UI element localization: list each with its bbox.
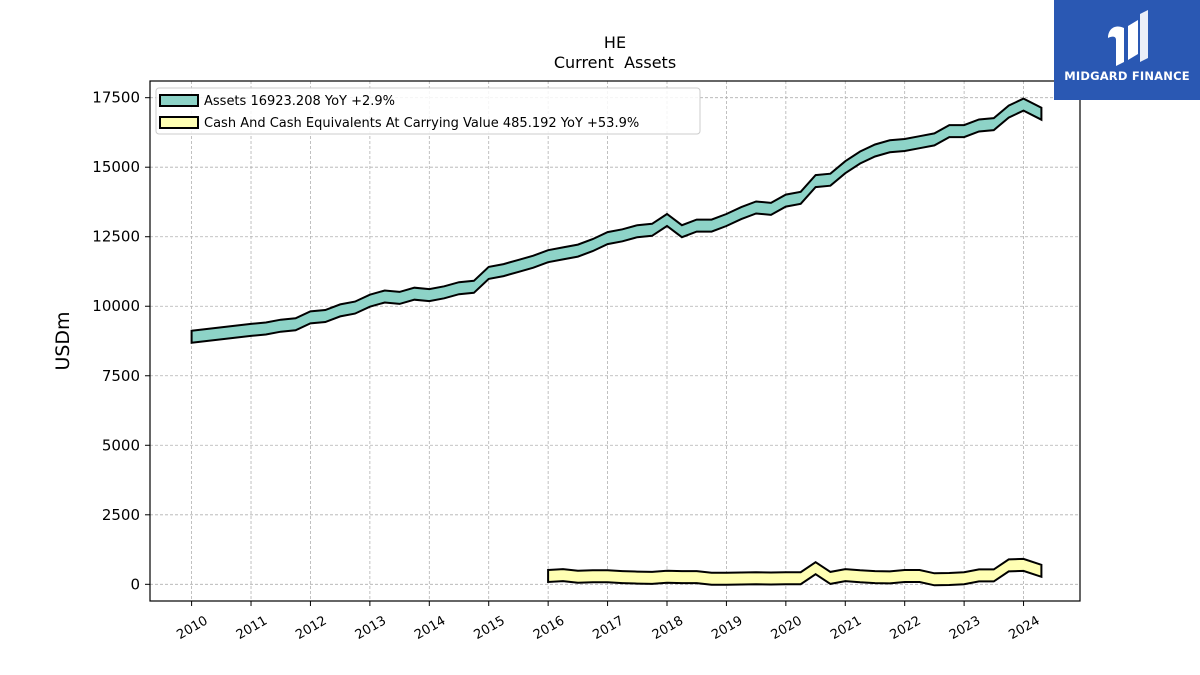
- x-tick-label: 2016: [531, 613, 567, 643]
- x-tick-label: 2017: [590, 613, 626, 643]
- y-tick-label: 0: [130, 575, 140, 593]
- y-tick-label: 7500: [102, 367, 140, 385]
- brand-logo: MIDGARD FINANCE: [1054, 0, 1200, 100]
- legend: Assets 16923.208 YoY +2.9% Cash And Cash …: [155, 87, 701, 135]
- x-tick-label: 2019: [709, 613, 745, 643]
- x-tick-label: 2023: [947, 613, 983, 643]
- series-cash: [547, 557, 1043, 587]
- legend-label: Cash And Cash Equivalents At Carrying Va…: [204, 116, 639, 131]
- x-tick-label: 2011: [234, 613, 270, 643]
- y-tick-label: 5000: [102, 436, 140, 454]
- series-band: [547, 557, 1043, 587]
- x-tick-label: 2012: [293, 613, 329, 643]
- x-tick-label: 2010: [174, 613, 210, 643]
- legend-swatch: [159, 94, 199, 107]
- x-tick-label: 2014: [412, 613, 448, 643]
- y-tick-label: 10000: [92, 297, 140, 315]
- x-tick-label: 2022: [888, 613, 924, 643]
- series-layer: [190, 97, 1043, 587]
- logo-text: MIDGARD FINANCE: [1064, 69, 1190, 83]
- y-axis-label: USDm: [52, 311, 74, 370]
- x-tick-label: 2015: [472, 613, 508, 643]
- midgard-logo-icon: [1108, 10, 1148, 66]
- x-tick-label: 2020: [769, 613, 805, 643]
- y-tick-label: 15000: [92, 158, 140, 176]
- x-tick-label: 2021: [828, 613, 864, 643]
- legend-swatch: [159, 116, 199, 129]
- x-axis: 2010 2011 2012 2013 2014 2015 2016 2017 2018 2019…: [174, 601, 1043, 643]
- chart-subtitle: Current Assets: [554, 53, 676, 72]
- y-tick-label: 2500: [102, 506, 140, 524]
- x-tick-label: 2018: [650, 613, 686, 643]
- x-tick-label: 2024: [1006, 613, 1042, 643]
- chart-title: HE: [604, 33, 626, 52]
- y-tick-label: 17500: [92, 89, 140, 107]
- y-axis: 0 2500 5000 7500 10000 12500 15000 17500: [92, 89, 150, 593]
- series-assets: [190, 97, 1043, 344]
- series-band: [190, 97, 1043, 344]
- x-tick-label: 2013: [353, 613, 389, 643]
- plot-frame: [149, 80, 1081, 602]
- y-tick-label: 12500: [92, 228, 140, 246]
- legend-box: [155, 87, 701, 135]
- grid-lines: [150, 81, 1080, 601]
- legend-label: Assets 16923.208 YoY +2.9%: [204, 94, 395, 109]
